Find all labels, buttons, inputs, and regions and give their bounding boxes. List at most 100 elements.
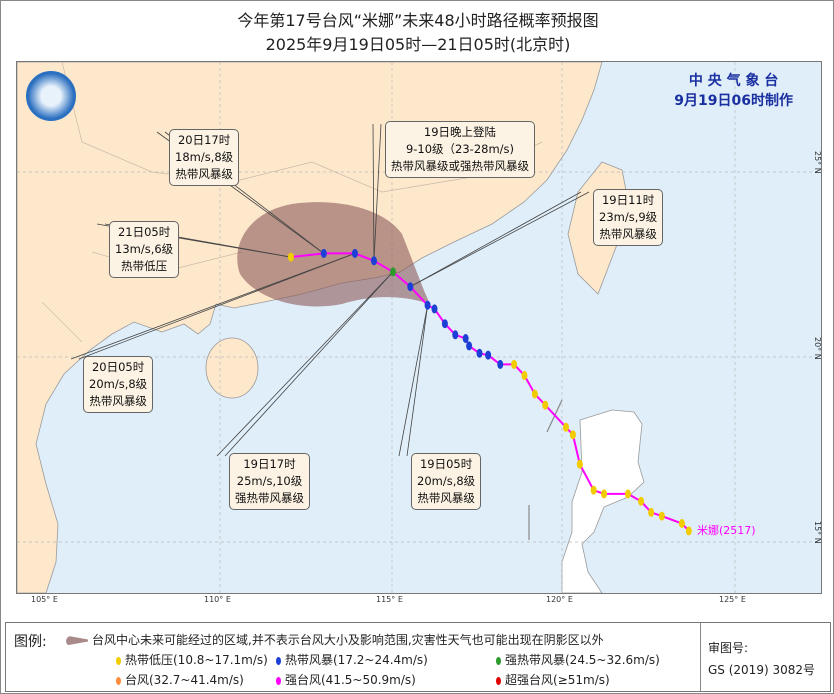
callout-pointer — [224, 271, 394, 457]
track-point-ts — [497, 359, 504, 369]
track-point-td — [638, 496, 645, 506]
callout-line-text: 25m/s,10级 — [236, 474, 303, 488]
track-point-td — [576, 459, 583, 469]
issue-time: 9月19日06时制作 — [674, 93, 793, 109]
callout-pointer — [372, 123, 375, 261]
track-point-ts — [441, 319, 448, 329]
legend-item-label: 热带风暴(17.2~24.4m/s) — [285, 653, 428, 667]
lat-label: 15° N — [813, 521, 822, 544]
typhoon-marker-icon — [496, 676, 501, 685]
track-point-ts — [431, 304, 438, 314]
lat-label: 20° N — [813, 337, 822, 360]
legend-item-label: 强台风(41.5~50.9m/s) — [285, 673, 416, 687]
callout-line-text: 19日17时 — [243, 457, 296, 471]
forecast-callout: 21日05时 13m/s,6级 热带低压 — [109, 221, 180, 278]
forecast-callout: 19日17时 25m/s,10级 强热带风暴级 — [229, 453, 310, 510]
callout-line-text: 18m/s,8级 — [175, 150, 234, 164]
track-point-td — [678, 519, 685, 528]
track-point-ts — [351, 248, 358, 258]
track-point-td — [531, 389, 538, 399]
track-point-td — [658, 511, 665, 521]
track-point-td — [601, 489, 608, 499]
callout-line-text: 20日05时 — [91, 360, 145, 374]
legend-cone-item: 台风中心未来可能经过的区域,并不表示台风大小及影响范围,灾害性天气也可能出现在阴… — [66, 631, 604, 648]
agency-block: 中 央 气 象 台 9月19日06时制作 — [674, 71, 793, 111]
legend-item-label: 强热带风暴(24.5~32.6m/s) — [505, 653, 660, 667]
legend-item-td: 热带低压(10.8~17.1m/s) — [116, 651, 268, 668]
track-point-td — [563, 422, 569, 432]
callout-line-text: 19日11时 — [601, 193, 655, 207]
callout-line-text: 热带风暴级 — [599, 227, 657, 241]
callout-line-text: 热带风暴级 — [175, 167, 233, 181]
callout-line-text: 21日05时 — [117, 225, 171, 239]
track-point-ts — [452, 330, 459, 340]
callout-line-text: 20m/s,8级 — [89, 377, 148, 391]
callout-line-text: 19日05时 — [419, 457, 473, 471]
lat-label: 25° N — [813, 151, 822, 174]
typhoon-marker-icon — [496, 656, 501, 665]
track-point-ts — [466, 341, 473, 351]
luzon-island — [561, 409, 645, 593]
callout-pointer — [406, 305, 428, 457]
typhoon-marker-icon — [116, 656, 121, 665]
typhoon-name-label: 米娜(2517) — [697, 523, 756, 537]
map-subtitle: 2025年9月19日05时—21日05时(北京时) — [265, 35, 571, 54]
approval-label: 审图号: — [708, 641, 749, 655]
callout-pointer — [70, 253, 356, 360]
track-point-ts — [485, 350, 492, 360]
callout-line-text: 23m/s,9级 — [599, 210, 658, 224]
callout-line-text: 热带低压 — [121, 259, 168, 273]
callout-line-text: 强热带风暴级 — [235, 491, 304, 505]
legend-divider — [700, 623, 701, 691]
lon-label: 120° E — [546, 595, 573, 604]
callout-line-text: 20日17时 — [177, 133, 231, 147]
cma-logo — [26, 71, 76, 121]
track-point-td — [685, 526, 692, 536]
lon-label: 115° E — [376, 595, 403, 604]
track-point-td — [521, 371, 528, 380]
legend-item-sts: 强热带风暴(24.5~32.6m/s) — [496, 651, 660, 668]
callout-line-text: 热带风暴级 — [417, 491, 475, 505]
lon-label: 105° E — [31, 595, 58, 604]
callout-line-text: 13m/s,6级 — [115, 242, 174, 256]
track-point-ts — [320, 248, 327, 258]
track-point-td — [287, 252, 294, 262]
legend-item-ty: 台风(32.7~41.4m/s) — [116, 671, 244, 688]
callout-pointer — [398, 305, 428, 457]
track-point-td — [569, 430, 576, 440]
callout-line-text: 9-10级（23-28m/s) — [405, 142, 515, 156]
agency-name: 中 央 气 象 台 — [688, 73, 779, 89]
callout-pointer — [410, 191, 590, 288]
callout-line-text: 19日晚上登陆 — [423, 125, 497, 139]
typhoon-marker-icon — [116, 676, 121, 685]
legend: 图例: 台风中心未来可能经过的区域,并不表示台风大小及影响范围,灾害性天气也可能… — [5, 622, 831, 692]
forecast-callout: 19日05时 20m/s,8级 热带风暴级 — [411, 453, 482, 510]
track-point-td — [624, 489, 631, 499]
typhoon-marker-icon — [276, 656, 281, 665]
legend-item-label: 超强台风(≥51m/s) — [505, 673, 610, 687]
forecast-callout: 20日05时 20m/s,8级 热带风暴级 — [83, 356, 154, 413]
track-point-td — [590, 485, 597, 495]
track-point-ts — [370, 256, 377, 266]
lon-label: 110° E — [204, 595, 231, 604]
hainan-island — [205, 337, 259, 399]
legend-item-sty: 强台风(41.5~50.9m/s) — [276, 671, 416, 688]
track-point-ts — [424, 300, 431, 310]
track-point-td — [542, 400, 549, 410]
legend-heading: 图例: — [14, 634, 47, 650]
legend-item-label: 热带低压(10.8~17.1m/s) — [125, 653, 268, 667]
callout-pointer — [410, 191, 582, 288]
forecast-callout: 20日17时 18m/s,8级 热带风暴级 — [169, 129, 240, 186]
callout-pointer — [373, 123, 382, 261]
legend-item-label: 台风(32.7~41.4m/s) — [125, 673, 244, 687]
mainland — [17, 62, 603, 593]
track-point-td — [648, 507, 655, 517]
track-point-ts — [462, 334, 469, 343]
typhoon-marker-icon — [276, 676, 281, 685]
track-point-ts — [476, 348, 483, 358]
callout-pointer — [216, 271, 394, 457]
forecast-callout: 19日晚上登陆 9-10级（23-28m/s) 热带风暴级或强热带风暴级 — [385, 121, 535, 178]
track-point-ts — [407, 282, 414, 292]
approval-code: GS (2019) 3082号 — [708, 663, 815, 677]
lon-label: 125° E — [719, 595, 746, 604]
